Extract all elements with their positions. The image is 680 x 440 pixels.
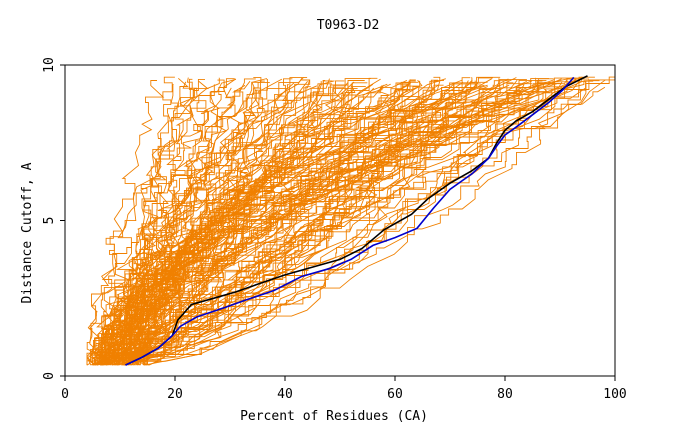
model-curve bbox=[86, 85, 318, 366]
model-curve bbox=[112, 86, 606, 366]
model-curve bbox=[144, 80, 543, 366]
model-curve bbox=[131, 83, 557, 366]
model-curve bbox=[87, 80, 251, 366]
x-axis-label: Percent of Residues (CA) bbox=[240, 409, 428, 424]
model-curve bbox=[130, 82, 410, 366]
model-curve bbox=[87, 79, 577, 366]
model-curve bbox=[93, 80, 594, 366]
model-curve bbox=[98, 81, 270, 366]
chart-title: T0963-D2 bbox=[317, 18, 380, 33]
x-tick-label: 60 bbox=[387, 387, 403, 402]
y-tick-label: 5 bbox=[42, 217, 57, 225]
model-curve bbox=[86, 77, 493, 366]
model-curve bbox=[133, 78, 589, 366]
model-curve bbox=[95, 80, 335, 366]
x-tick-label: 40 bbox=[277, 387, 293, 402]
y-tick-label: 0 bbox=[42, 372, 57, 380]
model-curve bbox=[96, 80, 533, 366]
model-curve bbox=[86, 80, 165, 366]
x-tick-label: 100 bbox=[603, 387, 626, 402]
model-curve bbox=[121, 80, 469, 366]
model-curve bbox=[123, 84, 501, 366]
model-curve bbox=[112, 84, 440, 366]
x-tick-label: 80 bbox=[497, 387, 513, 402]
series-line-blue bbox=[125, 76, 575, 366]
x-tick-label: 20 bbox=[167, 387, 183, 402]
series-line-black bbox=[125, 75, 588, 366]
x-tick-label: 0 bbox=[61, 387, 69, 402]
model-curve bbox=[86, 77, 220, 366]
model-curve bbox=[124, 79, 606, 366]
model-curve bbox=[105, 78, 371, 366]
model-curve bbox=[112, 78, 509, 366]
model-curve bbox=[96, 81, 441, 366]
model-curve bbox=[100, 80, 600, 366]
y-axis-label: Distance Cutoff, A bbox=[20, 162, 35, 303]
model-curve bbox=[119, 86, 488, 366]
model-curve bbox=[130, 80, 573, 366]
axes: 0 20 40 60 80 100 0 5 10 bbox=[42, 57, 627, 402]
model-curve bbox=[98, 84, 485, 366]
model-curve bbox=[94, 80, 333, 366]
model-curve bbox=[137, 79, 615, 366]
model-curve bbox=[123, 77, 584, 366]
y-tick-label: 10 bbox=[42, 57, 57, 73]
model-curve bbox=[86, 78, 562, 366]
plot-area bbox=[86, 75, 615, 366]
